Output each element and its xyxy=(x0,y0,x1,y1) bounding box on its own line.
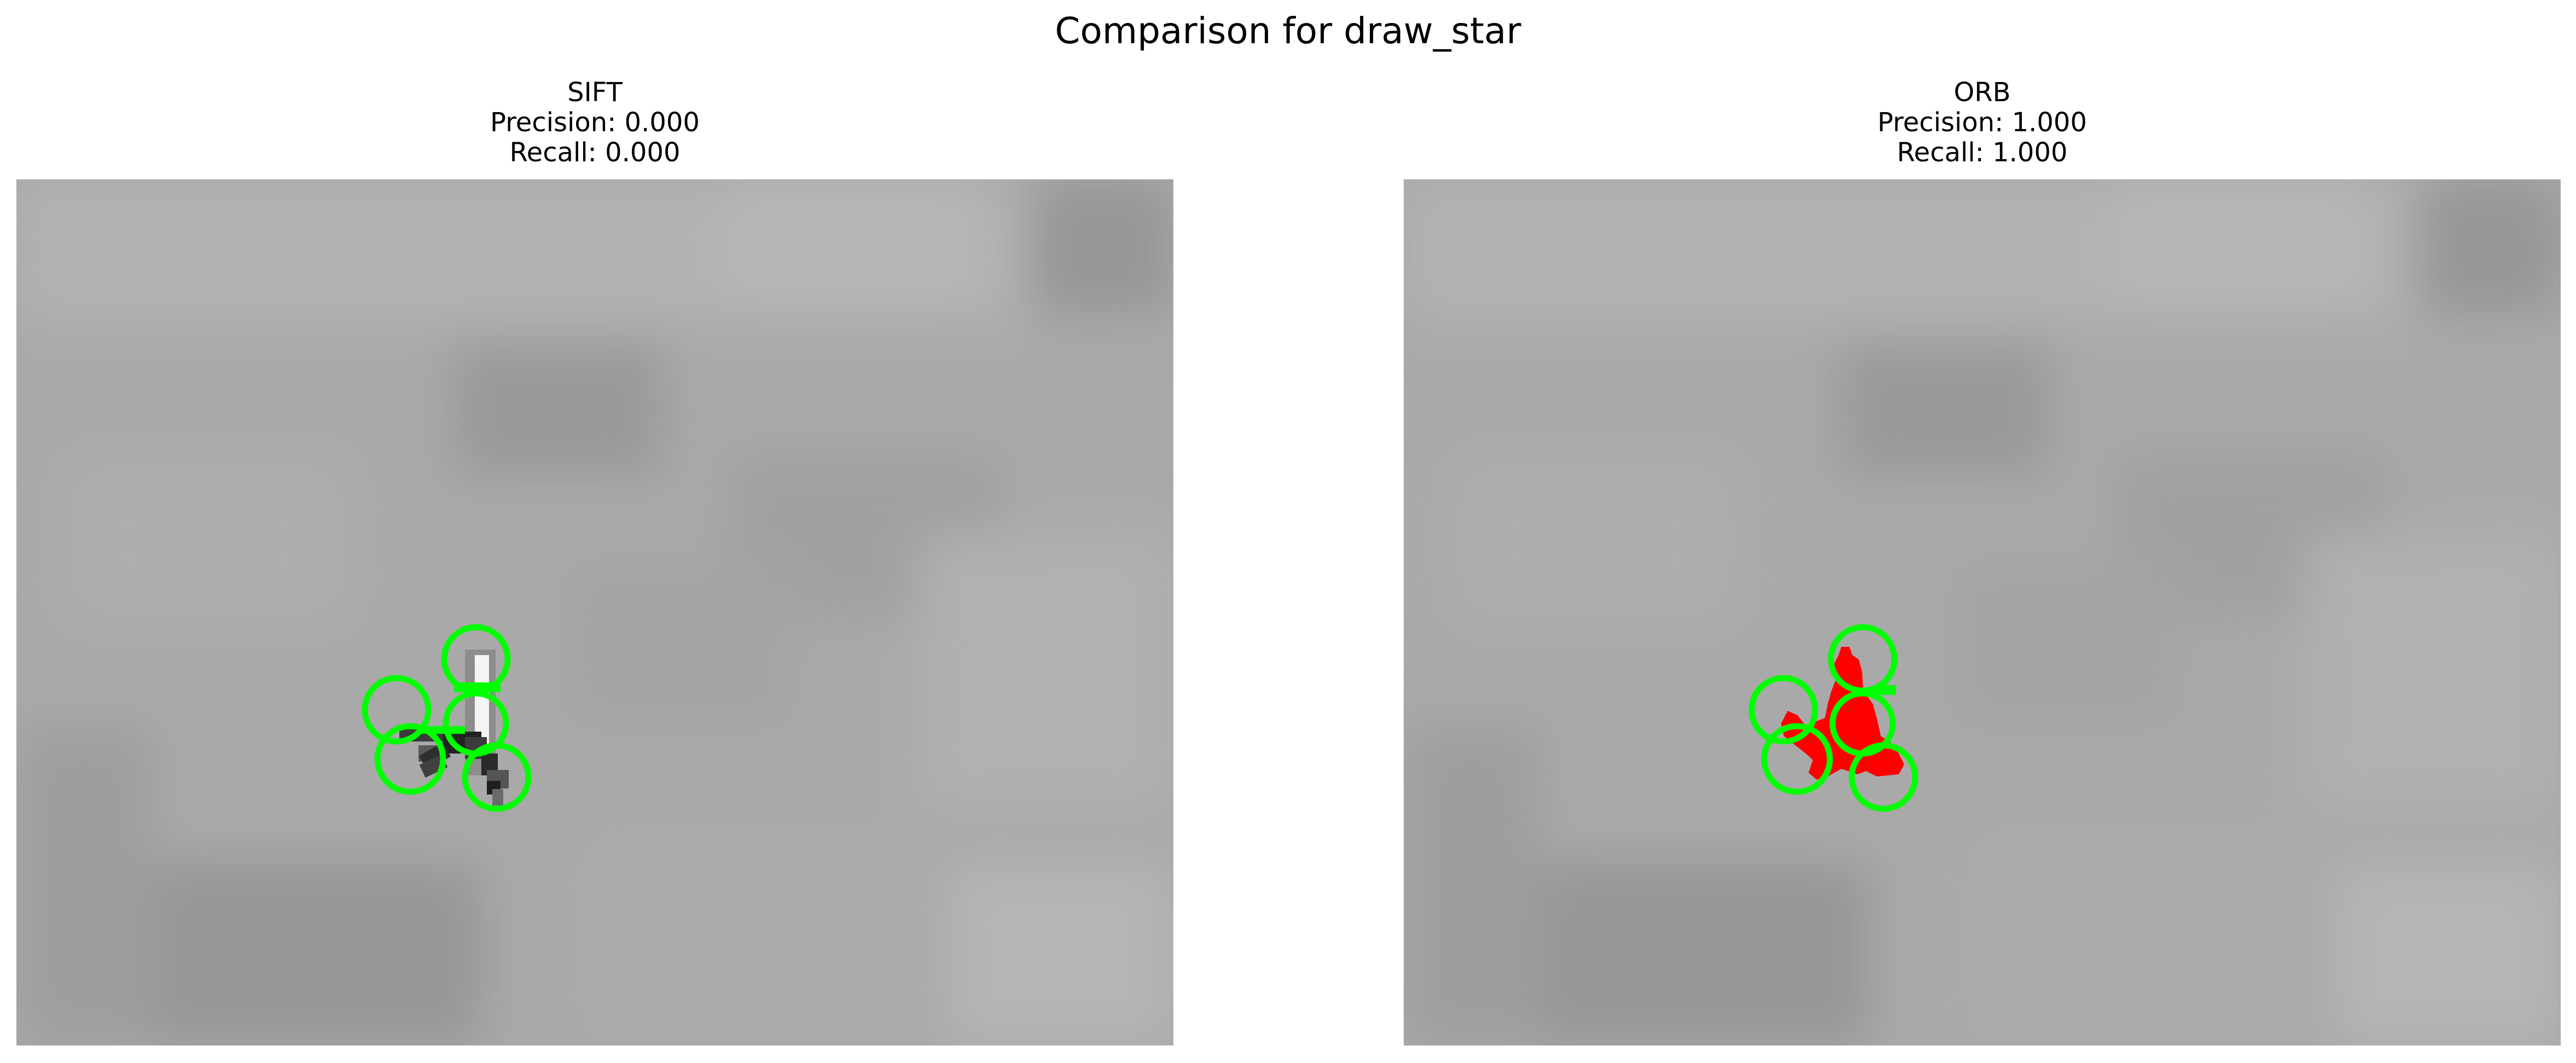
orb-recall-label: Recall: 1.000 xyxy=(1897,137,2068,168)
orb-image-panel xyxy=(1404,179,2561,1046)
sift-recall-label: Recall: 0.000 xyxy=(509,137,681,168)
figure-title: Comparison for draw_star xyxy=(1055,10,1521,52)
keypoint-circle xyxy=(1848,742,1918,812)
keypoint-bar xyxy=(421,726,465,734)
keypoint-circle xyxy=(1748,675,1818,745)
keypoint-circle xyxy=(462,742,532,812)
keypoint-circle xyxy=(374,723,446,795)
keypoint-bar xyxy=(454,682,501,692)
keypoint-circle xyxy=(1761,723,1833,795)
orb-method-label: ORB xyxy=(1953,77,2011,108)
sift-precision-label: Precision: 0.000 xyxy=(490,107,700,138)
keypoint-bar xyxy=(1874,685,1896,695)
sift-image xyxy=(16,179,1173,1046)
background-texture-blobs xyxy=(1404,179,2561,1046)
sift-image-panel xyxy=(16,179,1173,1046)
background-texture-blobs xyxy=(16,179,1173,1046)
orb-image xyxy=(1404,179,2561,1046)
sift-method-label: SIFT xyxy=(567,77,623,108)
keypoint-circles xyxy=(1748,624,1918,812)
keypoint-circle xyxy=(362,675,432,745)
orb-precision-label: Precision: 1.000 xyxy=(1877,107,2087,138)
sift-panel-title: SIFT Precision: 0.000 Recall: 0.000 xyxy=(16,78,1173,168)
orb-panel-title: ORB Precision: 1.000 Recall: 1.000 xyxy=(1404,78,2561,168)
